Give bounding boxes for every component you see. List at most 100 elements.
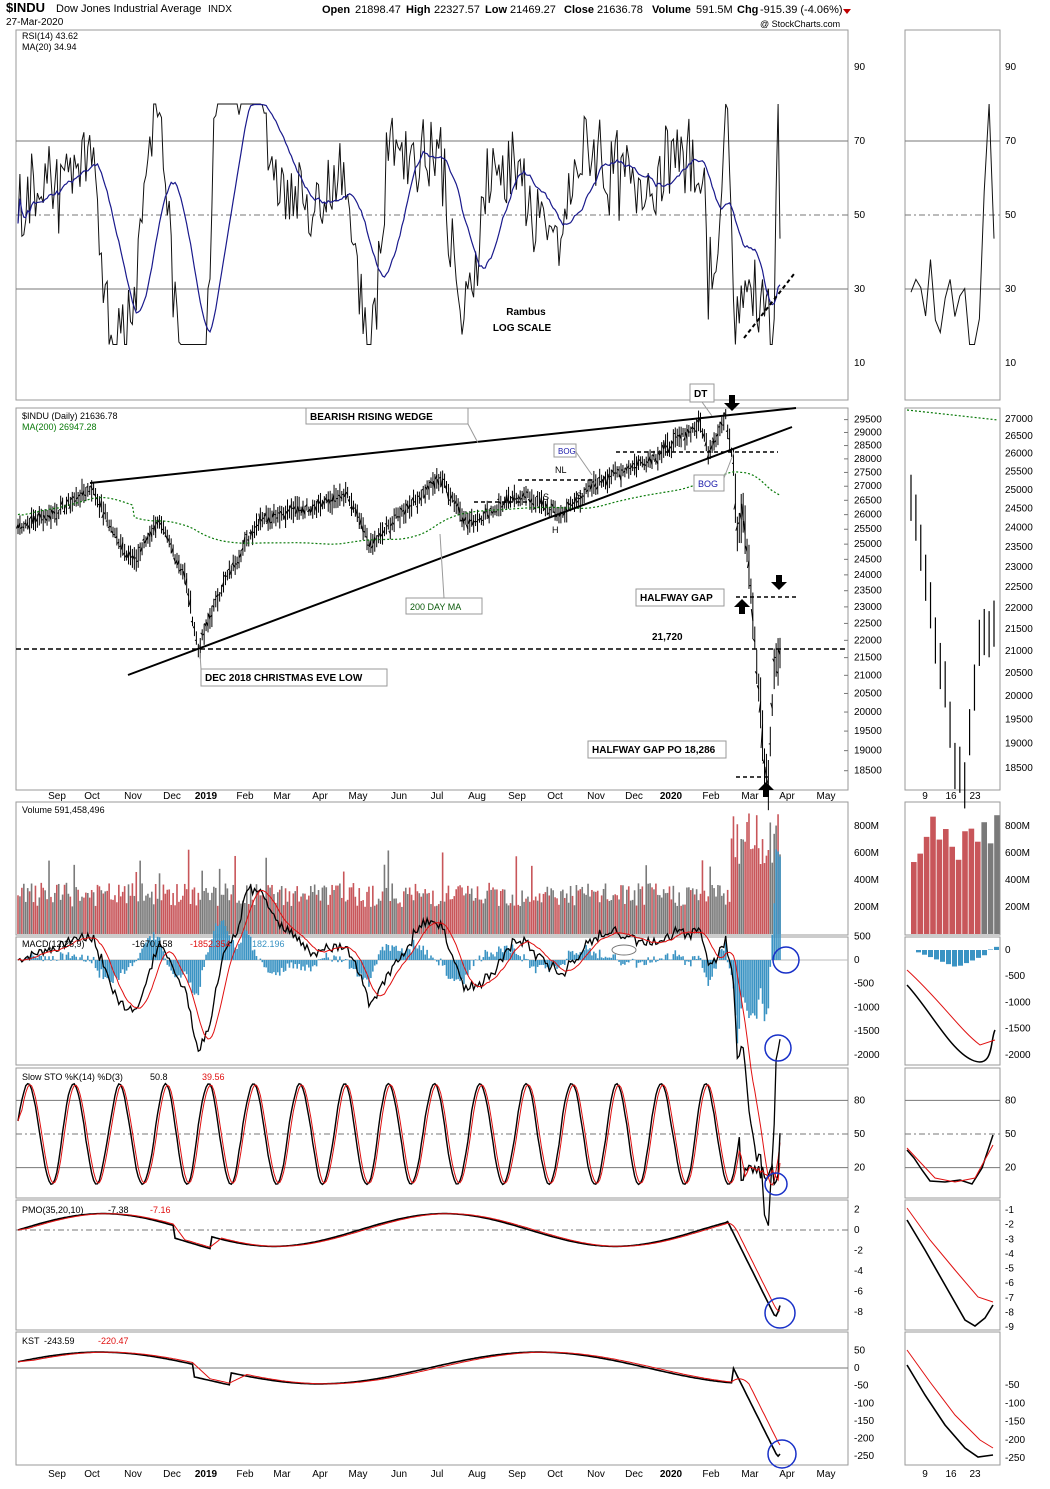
- volume-bar: [756, 815, 758, 934]
- x-axis-month: Aug: [468, 1469, 486, 1480]
- level-21720-label: 21,720: [652, 632, 683, 643]
- volume-bar: [89, 898, 91, 934]
- zoom-price-axis-label: 19500: [1005, 714, 1033, 725]
- macd-hist-bar: [68, 952, 70, 960]
- bog2-label: BOG: [698, 479, 718, 489]
- volume-bar: [230, 894, 232, 934]
- volume-bar: [715, 897, 717, 934]
- volume-bar: [579, 889, 581, 934]
- macd-hist-bar: [647, 957, 649, 960]
- kst-axis-label: -150: [854, 1416, 874, 1427]
- volume-bar: [463, 895, 465, 934]
- x-axis-month: Nov: [587, 791, 605, 802]
- macd-hist-bar: [684, 960, 686, 965]
- zoom-volume-bar: [994, 815, 1000, 934]
- zoom-rsi-axis-label: 90: [1005, 62, 1017, 73]
- price-axis-label: 28000: [854, 454, 882, 465]
- zoom-frame-5: [905, 1200, 1000, 1330]
- x-axis-month: May: [349, 1469, 368, 1480]
- zoom-volume-bar: [911, 862, 917, 934]
- volume-bar: [630, 901, 632, 934]
- price-bar-tick: [98, 504, 100, 505]
- zoom-kst-axis-label: -50: [1005, 1380, 1020, 1391]
- macd-hist-bar: [420, 950, 422, 960]
- zoom-price-axis-label: 21500: [1005, 624, 1033, 635]
- zoom-pmo-signal-line: [907, 1208, 993, 1302]
- macd-hist-bar: [262, 960, 264, 962]
- volume-bar: [539, 893, 541, 934]
- zoom-macd-hist-bar: [976, 950, 981, 958]
- volume-bar: [357, 906, 359, 934]
- pmo-value-2: -7.16: [150, 1205, 171, 1215]
- volume-bar: [479, 900, 481, 934]
- volume-bar: [155, 884, 157, 934]
- macd-hist-bar: [680, 957, 682, 960]
- zoom-x-axis-label: 9: [922, 1469, 928, 1480]
- volume-bar: [752, 849, 754, 934]
- volume-bar: [81, 897, 83, 934]
- volume-bar: [504, 890, 506, 934]
- volume-bar: [347, 900, 349, 934]
- volume-bar: [362, 900, 364, 934]
- macd-hist-bar: [721, 949, 723, 960]
- x-axis-month: Oct: [84, 1469, 100, 1480]
- volume-bar: [490, 890, 492, 934]
- macd-hist-bar: [48, 956, 50, 960]
- volume-bar: [556, 898, 558, 934]
- zoom-macd-axis-label: -1000: [1005, 997, 1031, 1008]
- macd-hist-bar: [83, 960, 85, 961]
- x-axis-month: Feb: [702, 791, 720, 802]
- macd-hist-bar: [190, 960, 192, 982]
- volume-bar: [576, 885, 578, 934]
- volume-bar: [554, 897, 556, 934]
- x-axis-month: Nov: [587, 1469, 605, 1480]
- macd-hist-bar: [492, 954, 494, 960]
- volume-bar: [477, 886, 479, 934]
- volume-bar: [762, 839, 764, 934]
- volume-bar: [543, 894, 545, 934]
- macd-hist-bar: [378, 954, 380, 960]
- macd-hist-bar: [698, 956, 700, 960]
- macd-hist-bar: [636, 960, 638, 968]
- low-label: Low: [485, 4, 507, 16]
- zoom-sto-axis-label: 20: [1005, 1163, 1017, 1174]
- volume-bar: [642, 886, 644, 934]
- x-axis-month: 2019: [195, 1469, 218, 1480]
- macd-hist-bar: [50, 960, 52, 961]
- macd-hist-bar: [325, 953, 327, 960]
- macd-hist-bar: [649, 960, 651, 963]
- price-bar-tick: [556, 516, 558, 517]
- watermark: @ StockCharts.com: [760, 19, 840, 29]
- volume-bar: [254, 905, 256, 934]
- volume-bar: [673, 886, 675, 934]
- zoom-volume-bar: [975, 842, 981, 934]
- zoom-macd-hist-bar: [928, 950, 933, 957]
- volume-bar: [294, 891, 296, 934]
- macd-hist-bar: [37, 958, 39, 960]
- zoom-pmo-axis-label: -1: [1005, 1205, 1014, 1216]
- macd-hist-bar: [75, 957, 77, 960]
- zoom-volume-bar: [949, 847, 955, 934]
- zoom-pmo-axis-label: -8: [1005, 1307, 1014, 1318]
- x-axis-month: Oct: [547, 1469, 563, 1480]
- macd-hist-bar: [207, 952, 209, 960]
- macd-hist-bar: [667, 953, 669, 960]
- volume-bar: [128, 884, 130, 934]
- volume-bar: [205, 888, 207, 934]
- volume-bar: [481, 900, 483, 934]
- volume-bar: [560, 891, 562, 934]
- zoom-kst-axis-label: -150: [1005, 1417, 1025, 1428]
- volume-bar: [572, 896, 574, 934]
- volume-bar: [135, 872, 137, 934]
- macd-hist-bar: [779, 857, 781, 960]
- macd-hist-bar: [294, 960, 296, 964]
- macd-hist-bar: [500, 949, 502, 960]
- macd-hist-bar: [62, 954, 64, 960]
- kst-low-circle: [768, 1440, 796, 1468]
- macd-hist-bar: [314, 960, 316, 965]
- macd-hist-bar: [273, 960, 275, 972]
- macd-hist-bar: [44, 956, 46, 960]
- macd-hist-bar: [345, 959, 347, 960]
- macd-hist-bar: [265, 960, 267, 967]
